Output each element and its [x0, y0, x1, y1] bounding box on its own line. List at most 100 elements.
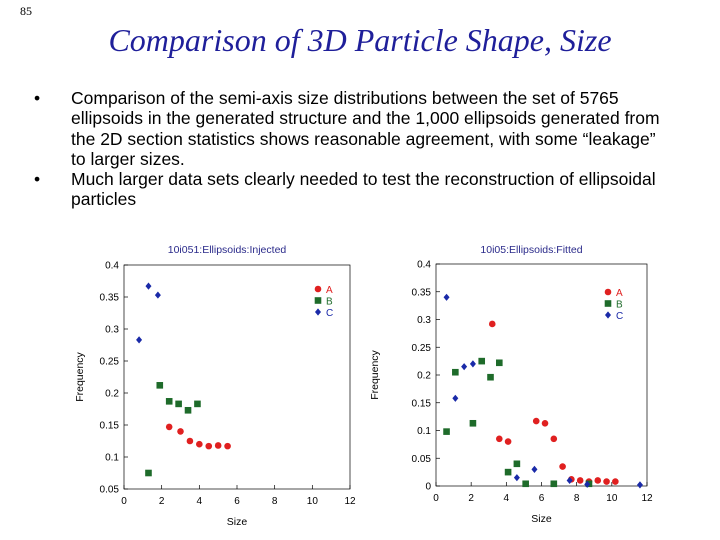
data-point-b	[522, 480, 529, 488]
y-tick-label: 0.3	[417, 315, 431, 326]
y-tick-label: 0.1	[105, 453, 119, 464]
x-tick-label: 0	[121, 496, 127, 507]
x-tick-label: 0	[433, 493, 439, 504]
x-tick-label: 2	[159, 496, 165, 507]
chart-fitted: 10i05:Ellipsoids:Fitted 0 0.05 0.1 0.15 0.2 0.…	[369, 244, 653, 525]
data-point-a	[196, 440, 203, 448]
bullet-text: Comparison of the semi-axis size distrib…	[71, 88, 660, 169]
series-a	[165, 423, 231, 450]
y-axis-label: Frequency	[369, 349, 381, 399]
y-tick-label: 0.35	[412, 287, 432, 298]
data-point-a	[504, 438, 512, 445]
data-point-a	[186, 437, 194, 445]
y-tick-label: 0.05	[412, 454, 432, 465]
x-axis-label: Size	[227, 516, 248, 528]
x-tick-label: 8	[272, 496, 278, 507]
series-c	[443, 293, 643, 489]
slide-title: Comparison of 3D Particle Shape, Size	[108, 22, 612, 58]
data-point-a	[603, 478, 610, 485]
series-b	[443, 357, 593, 488]
x-tick-label: 4	[197, 496, 203, 507]
legend: ABC	[314, 285, 333, 319]
y-tick-label: 0.05	[100, 485, 120, 496]
x-tick-label: 10	[307, 496, 319, 507]
data-point-c	[443, 293, 450, 301]
y-tick-label: 0.3	[105, 325, 119, 336]
legend-marker-c	[315, 308, 321, 316]
x-tick-label: 6	[539, 493, 545, 504]
y-tick-label: 0.4	[417, 260, 431, 271]
data-point-b	[443, 428, 450, 435]
data-point-a	[532, 417, 540, 425]
data-point-b	[156, 382, 164, 389]
y-tick-label: 0.2	[105, 389, 119, 400]
data-point-c	[513, 474, 520, 482]
legend-label-b: B	[326, 297, 333, 308]
bullet-list: • Comparison of the semi-axis size distri…	[34, 88, 674, 210]
bullet-item: • Much larger data sets clearly needed to…	[34, 169, 674, 210]
data-point-a	[205, 442, 213, 450]
bullet-text: Much larger data sets clearly needed to …	[71, 169, 656, 210]
data-point-a	[594, 477, 602, 484]
y-tick-label: 0.2	[417, 371, 431, 382]
chart-title: 10i05:Ellipsoids:Fitted	[480, 244, 582, 256]
slide-number: 85	[20, 4, 32, 18]
data-point-c	[531, 465, 538, 473]
bullet-dot: •	[34, 88, 41, 108]
legend-marker-a	[314, 285, 322, 293]
y-tick-label: 0	[425, 482, 431, 493]
data-point-a	[224, 442, 231, 450]
y-tick-label: 0.15	[100, 421, 120, 432]
data-point-b	[194, 400, 201, 408]
data-point-b	[452, 368, 459, 376]
data-point-a	[550, 435, 558, 443]
data-point-b	[165, 398, 173, 405]
data-point-b	[504, 468, 512, 476]
legend-marker-b	[314, 297, 322, 304]
chart-injected: 10i051:Ellipsoids:Injected 0.05 0.1 0.15 0.2…	[74, 244, 356, 528]
series-c	[136, 282, 161, 344]
data-point-c	[636, 481, 643, 489]
data-point-b	[145, 469, 152, 477]
x-tick-label: 8	[574, 493, 580, 504]
data-point-b	[469, 419, 477, 427]
y-tick-label: 0.4	[105, 261, 119, 272]
data-point-a	[612, 478, 619, 485]
data-point-a	[214, 442, 222, 449]
data-point-b	[184, 406, 192, 414]
data-point-b	[478, 357, 486, 365]
bullet-dot: •	[34, 169, 41, 190]
data-point-c	[469, 360, 476, 368]
legend-marker-b	[604, 300, 612, 307]
y-axis-label: Frequency	[74, 351, 86, 401]
data-point-c	[461, 363, 468, 371]
legend-marker-c	[605, 311, 611, 319]
data-point-a	[488, 320, 496, 328]
x-axis-label: Size	[531, 513, 552, 525]
data-point-c	[145, 282, 152, 290]
data-point-a	[177, 428, 184, 435]
x-tick-label: 12	[344, 496, 356, 507]
x-tick-label: 4	[504, 493, 510, 504]
x-tick-label: 6	[234, 496, 240, 507]
data-point-c	[136, 336, 143, 344]
data-point-c	[452, 394, 459, 402]
data-point-a	[576, 477, 584, 484]
legend-label-a: A	[616, 288, 623, 299]
legend: ABC	[604, 288, 623, 322]
data-point-a	[559, 463, 566, 470]
legend-label-c: C	[326, 308, 333, 319]
data-point-a	[165, 423, 173, 431]
data-point-b	[550, 480, 558, 488]
chart-title: 10i051:Ellipsoids:Injected	[168, 244, 287, 256]
y-tick-label: 0.25	[412, 343, 432, 354]
series-a	[488, 320, 619, 485]
y-tick-label: 0.35	[100, 293, 120, 304]
legend-label-c: C	[616, 311, 623, 322]
legend-label-a: A	[326, 285, 333, 296]
y-tick-label: 0.15	[412, 398, 432, 409]
series-b	[145, 382, 201, 477]
data-point-c	[566, 476, 573, 485]
y-tick-label: 0.1	[417, 426, 431, 437]
legend-label-b: B	[616, 300, 623, 311]
